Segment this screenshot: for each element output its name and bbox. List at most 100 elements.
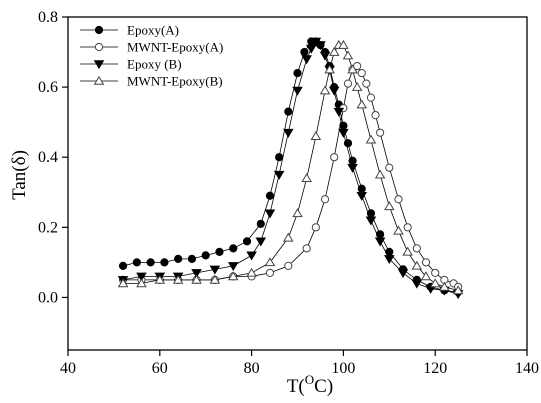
data-point — [265, 268, 275, 277]
data-point — [273, 170, 285, 180]
ticks-layer: 40 60 80 100 120 140 0.0 0.2 0.4 0.6 0.8 — [38, 9, 539, 377]
x-axis-label-superscript: O — [305, 372, 314, 387]
data-point — [154, 274, 166, 284]
data-point — [402, 246, 413, 256]
data-point — [376, 230, 385, 239]
data-point — [215, 247, 224, 256]
data-point — [328, 46, 340, 56]
data-point — [227, 271, 239, 281]
data-point — [365, 134, 377, 144]
data-point — [394, 195, 403, 204]
data-point — [209, 265, 221, 275]
plot-border — [67, 16, 528, 351]
data-point — [301, 55, 312, 65]
data-point — [330, 153, 339, 162]
data-point — [132, 258, 141, 267]
data-point — [385, 163, 394, 172]
data-point — [425, 284, 436, 294]
legend-marker — [94, 42, 104, 52]
legend-label: MWNT-Epoxy(B) — [127, 74, 223, 89]
data-point — [371, 111, 380, 120]
data-point — [255, 237, 267, 247]
data-point — [305, 44, 317, 54]
x-tick-label: 80 — [244, 360, 260, 377]
data-point — [319, 85, 331, 95]
data-point — [292, 86, 303, 96]
data-point — [374, 237, 386, 247]
data-point — [366, 93, 376, 102]
data-point — [362, 79, 371, 88]
x-tick-label: 40 — [60, 360, 76, 377]
data-point — [439, 281, 450, 291]
data-point — [256, 219, 265, 228]
data-point — [246, 267, 257, 277]
legend-label: MWNT-Epoxy(A) — [127, 40, 223, 55]
legend: Epoxy(A) MWNT-Epoxy(A) Epoxy (B) MWNT-Epoxy… — [80, 23, 223, 89]
data-point — [315, 41, 326, 51]
data-point — [191, 274, 202, 284]
data-point — [324, 64, 335, 74]
data-point — [229, 244, 238, 253]
data-point — [431, 268, 440, 277]
data-point — [187, 254, 197, 263]
data-point — [403, 223, 412, 232]
data-point — [333, 107, 345, 117]
data-point — [264, 257, 276, 267]
data-point — [172, 274, 184, 284]
data-point — [283, 232, 294, 242]
x-tick-label: 100 — [331, 360, 355, 377]
data-point — [227, 262, 239, 272]
x-axis-label-main: T( — [287, 376, 305, 397]
y-tick-label: 0.4 — [38, 149, 58, 166]
data-point — [412, 244, 421, 253]
data-point — [397, 269, 409, 279]
legend-entry: MWNT-Epoxy(B) — [80, 74, 223, 89]
y-axis-label: Tan(δ) — [9, 150, 30, 200]
data-point — [347, 64, 358, 74]
series-4 — [117, 39, 464, 295]
data-point — [343, 139, 353, 148]
data-point — [301, 173, 312, 183]
data-point — [209, 274, 221, 284]
data-point — [320, 195, 330, 204]
data-point — [117, 278, 129, 288]
data-point — [311, 223, 320, 232]
data-point — [376, 128, 385, 137]
x-tick-label: 120 — [423, 360, 447, 377]
data-point — [353, 61, 362, 71]
data-point — [328, 86, 340, 96]
legend-label: Epoxy(A) — [127, 23, 179, 38]
data-point — [310, 131, 322, 140]
data-point — [343, 79, 353, 88]
data-point — [338, 128, 349, 138]
data-point — [421, 258, 431, 267]
y-tick-label: 0.2 — [38, 219, 58, 236]
data-point — [356, 191, 368, 201]
data-point — [283, 128, 294, 138]
legend-marker — [93, 75, 105, 85]
data-point — [242, 237, 252, 246]
data-point — [356, 99, 368, 109]
data-point — [300, 47, 309, 57]
data-point — [201, 251, 210, 260]
data-point — [160, 258, 169, 267]
y-tick-label: 0.0 — [38, 289, 58, 306]
data-point — [393, 225, 404, 235]
data-point — [246, 251, 257, 261]
x-tick-label: 140 — [515, 360, 539, 377]
data-point — [292, 208, 303, 218]
data-point — [420, 271, 432, 281]
data-point — [452, 285, 464, 295]
data-point — [275, 153, 284, 162]
legend-entry: Epoxy (B) — [80, 57, 182, 72]
data-point — [284, 261, 293, 270]
x-axis-label: T(OC) — [287, 372, 333, 397]
data-point — [429, 278, 441, 288]
x-tick-label: 60 — [152, 360, 168, 377]
data-point — [384, 255, 395, 265]
data-point — [264, 209, 276, 219]
series-layer — [117, 37, 464, 300]
data-point — [384, 201, 395, 211]
data-point — [342, 50, 354, 60]
